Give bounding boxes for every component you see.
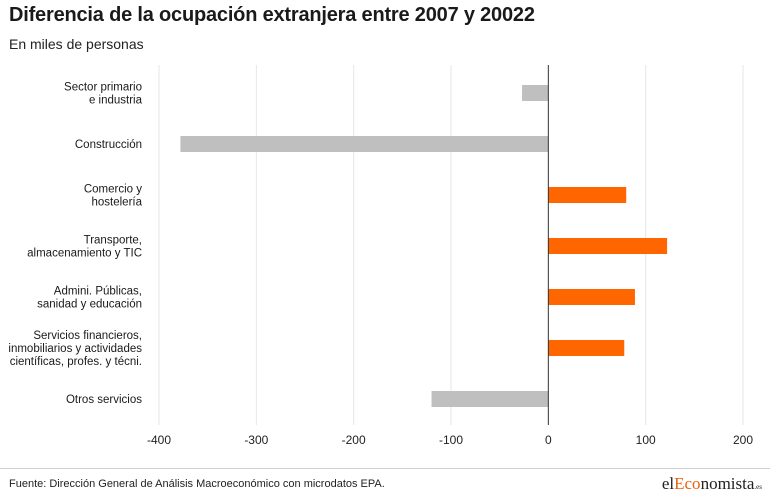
category-label: Transporte, almacenamiento y TIC bbox=[27, 235, 142, 260]
bar bbox=[548, 238, 668, 254]
chart-subtitle: En miles de personas bbox=[9, 36, 144, 52]
x-tick-label: -400 bbox=[147, 433, 171, 447]
x-tick-label: 0 bbox=[545, 433, 552, 447]
category-label: Sector primario e industria bbox=[64, 82, 143, 107]
category-label: Otros servicios bbox=[66, 394, 142, 406]
bar bbox=[431, 391, 549, 407]
x-tick-label: 200 bbox=[733, 433, 753, 447]
category-label: Servicios financieros, inmobiliarios y ac… bbox=[8, 330, 142, 368]
category-label: Comercio y hostelería bbox=[84, 184, 143, 209]
x-tick-label: -300 bbox=[244, 433, 268, 447]
x-tick-label: -100 bbox=[439, 433, 463, 447]
bar bbox=[548, 340, 625, 356]
brand-logo: elEconomista.es bbox=[661, 474, 762, 493]
x-tick-label: 100 bbox=[636, 433, 656, 447]
chart-title: Diferencia de la ocupación extranjera en… bbox=[9, 4, 535, 26]
bar bbox=[180, 136, 549, 152]
bar bbox=[548, 289, 635, 305]
bar bbox=[548, 187, 627, 203]
bar bbox=[522, 85, 549, 101]
bar-chart: -400 -300 -200 -100 0 100 200 Sector primario e … bbox=[8, 65, 753, 447]
x-tick-label: -200 bbox=[342, 433, 366, 447]
category-label: Admini. Públicas, sanidad y educación bbox=[37, 286, 142, 311]
source-note: Fuente: Dirección General de Análisis Ma… bbox=[9, 478, 385, 490]
category-label: Construcción bbox=[75, 139, 142, 151]
footer-divider bbox=[0, 468, 770, 469]
